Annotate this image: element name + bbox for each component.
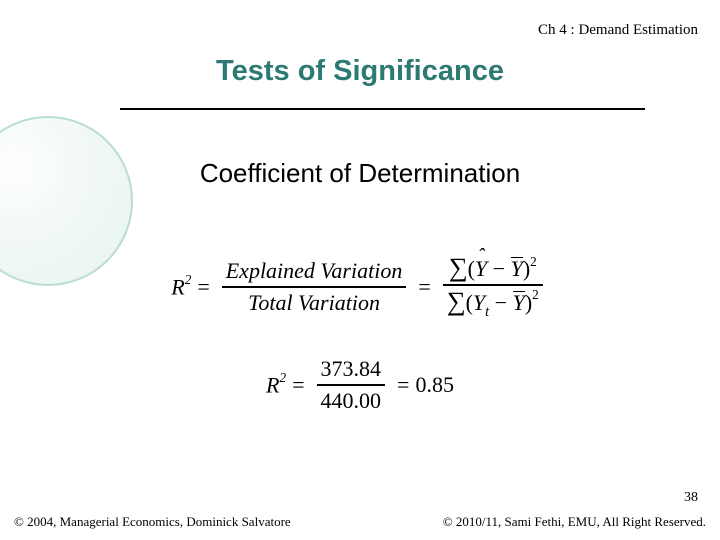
r2-result: 0.85 (415, 372, 454, 398)
numerator-explained: Explained Variation (222, 258, 407, 286)
fraction-numeric: 373.84 440.00 (317, 356, 386, 414)
r2-symbol: R2 (171, 274, 191, 300)
page-number: 38 (684, 490, 698, 506)
equation-r2-definition: R2 = Explained Variation Total Variation… (0, 254, 720, 320)
slide-title: Tests of Significance (0, 55, 720, 88)
fraction-variation: Explained Variation Total Variation (222, 258, 407, 316)
slide-subheading: Coefficient of Determination (0, 158, 720, 189)
chapter-label: Ch 4 : Demand Estimation (538, 22, 698, 39)
equals-sign: = (418, 274, 430, 300)
numerator-value: 373.84 (317, 356, 386, 384)
denominator-sum: ∑(Yt − Y)2 (443, 286, 543, 320)
denominator-total: Total Variation (244, 288, 384, 316)
footer-copyright-left: © 2004, Managerial Economics, Dominick S… (14, 514, 291, 530)
title-underline (120, 108, 645, 110)
fraction-sums: ∑(Y − Y)2 ∑(Yt − Y)2 (443, 254, 543, 320)
equation-r2-numeric: R2 = 373.84 440.00 = 0.85 (0, 356, 720, 414)
denominator-value: 440.00 (317, 386, 386, 414)
numerator-sum: ∑(Y − Y)2 (445, 254, 541, 284)
footer-copyright-right: © 2010/11, Sami Fethi, EMU, All Right Re… (443, 514, 706, 530)
equals-sign: = (292, 372, 304, 398)
slide: Ch 4 : Demand Estimation Tests of Signif… (0, 0, 720, 540)
r2-symbol: R2 (266, 372, 286, 398)
equals-sign: = (397, 372, 409, 398)
equals-sign: = (197, 274, 209, 300)
